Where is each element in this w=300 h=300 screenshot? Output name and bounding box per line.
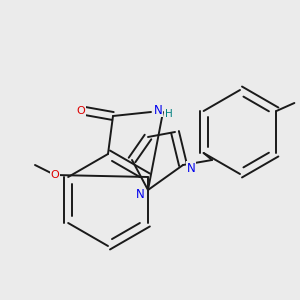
Text: N: N — [136, 188, 144, 202]
Text: N: N — [154, 103, 162, 116]
Text: O: O — [51, 170, 59, 180]
Text: O: O — [76, 106, 85, 116]
Text: N: N — [187, 161, 195, 175]
Text: H: H — [165, 109, 173, 119]
